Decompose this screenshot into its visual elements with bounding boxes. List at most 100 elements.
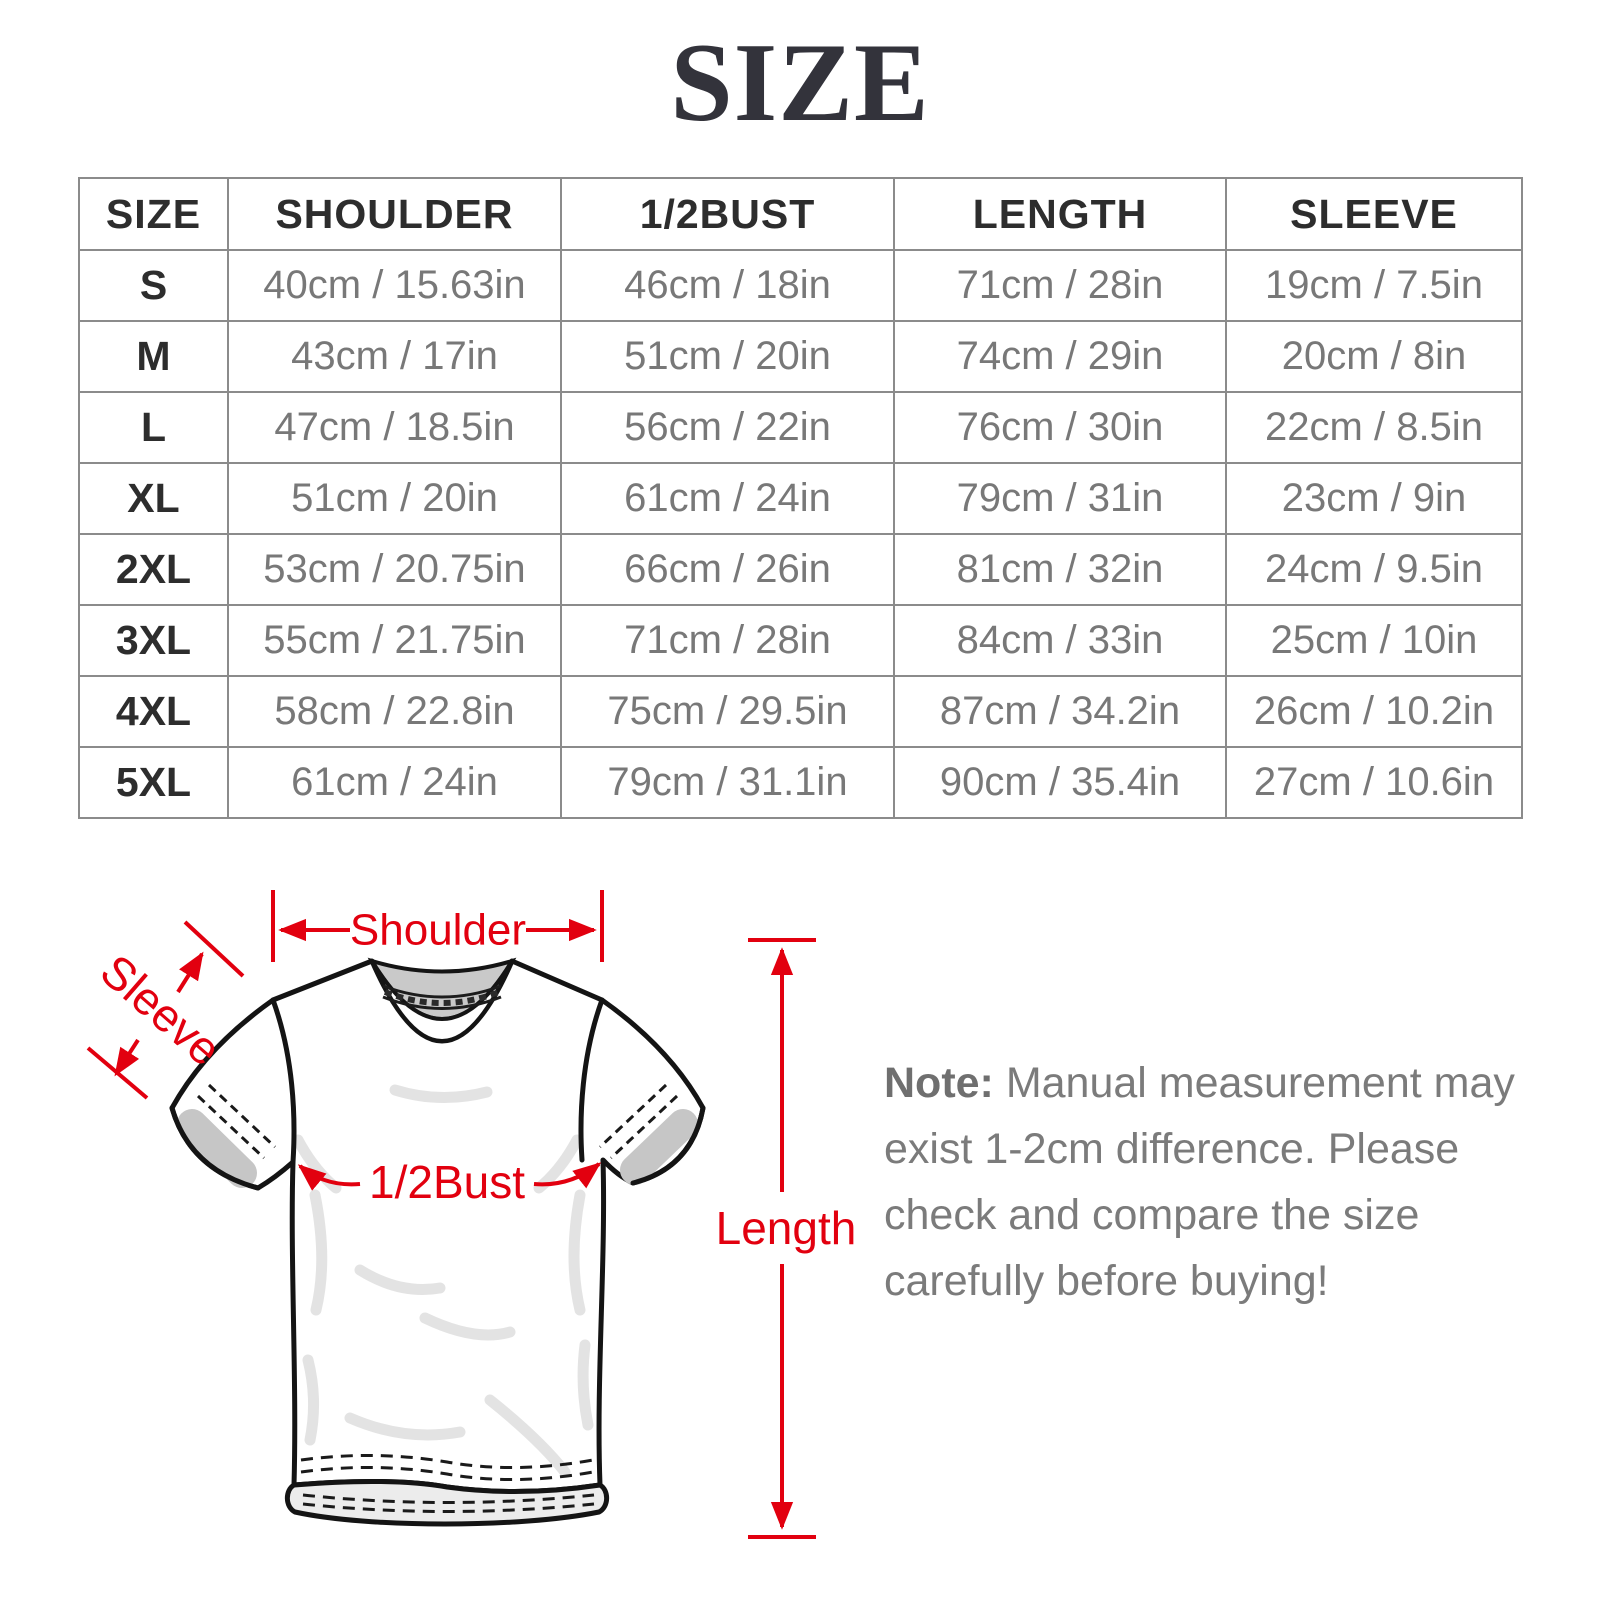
right-cuff-edge <box>630 1105 706 1186</box>
fabric-wrinkle <box>568 1189 586 1316</box>
column-header-half-bust: 1/2BUST <box>560 177 895 251</box>
cell-half-bust: 51cm / 20in <box>560 320 895 393</box>
cell-length: 71cm / 28in <box>893 249 1227 322</box>
note-line: check and compare the size <box>884 1191 1420 1239</box>
cell-length: 84cm / 33in <box>893 604 1227 677</box>
column-header-sleeve: SLEEVE <box>1225 177 1523 251</box>
cell-sleeve: 25cm / 10in <box>1225 604 1523 677</box>
collar-braid-edge <box>382 984 502 999</box>
cell-size: 4XL <box>78 675 229 748</box>
fabric-wrinkle <box>389 1084 493 1103</box>
cell-size: 5XL <box>78 746 229 819</box>
cell-half-bust: 46cm / 18in <box>560 249 895 322</box>
armhole-seam <box>578 997 605 1163</box>
fabric-wrinkle <box>344 1412 466 1441</box>
note-line: Note: Manual measurement may <box>884 1050 1544 1116</box>
column-header-shoulder: SHOULDER <box>227 177 562 251</box>
cell-half-bust: 56cm / 22in <box>560 391 895 464</box>
fabric-wrinkle <box>419 1312 516 1341</box>
sleeve-label: Sleeve <box>91 944 231 1076</box>
half-bust-label: 1/2Bust <box>369 1156 525 1208</box>
cell-sleeve: 24cm / 9.5in <box>1225 533 1523 606</box>
cell-size: M <box>78 320 229 393</box>
right-cuff-stitch <box>598 1083 668 1149</box>
fabric-wrinkle <box>302 1354 320 1446</box>
cell-half-bust: 71cm / 28in <box>560 604 895 677</box>
note-line: exist 1-2cm difference. Please <box>884 1125 1460 1173</box>
size-table: SIZE SHOULDER 1/2BUST LENGTH SLEEVE S 40… <box>78 177 1523 819</box>
hem-band-stitch <box>302 1502 595 1513</box>
fabric-wrinkle <box>354 1264 446 1296</box>
cell-shoulder: 55cm / 21.75in <box>227 604 562 677</box>
collar-band <box>370 959 514 1043</box>
table-row: L 47cm / 18.5in 56cm / 22in 76cm / 30in … <box>78 391 1523 464</box>
right-cuff-stitch <box>609 1094 679 1160</box>
cell-shoulder: 58cm / 22.8in <box>227 675 562 748</box>
cell-sleeve: 22cm / 8.5in <box>1225 391 1523 464</box>
shoulder-measure: Shoulder <box>271 890 604 962</box>
table-header-row: SIZE SHOULDER 1/2BUST LENGTH SLEEVE <box>78 177 1523 251</box>
cell-sleeve: 27cm / 10.6in <box>1225 746 1523 819</box>
cell-half-bust: 66cm / 26in <box>560 533 895 606</box>
cell-shoulder: 51cm / 20in <box>227 462 562 535</box>
cell-length: 74cm / 29in <box>893 320 1227 393</box>
armhole-seam <box>270 997 297 1165</box>
left-cuff-stitch <box>207 1083 277 1149</box>
left-cuff-edge <box>169 1105 261 1191</box>
table-row: 5XL 61cm / 24in 79cm / 31.1in 90cm / 35.… <box>78 746 1523 819</box>
half-bust-measure: 1/2Bust <box>297 1156 602 1208</box>
column-header-size: SIZE <box>78 177 229 251</box>
sleeve-tick-top <box>183 920 245 978</box>
table-row: M 43cm / 17in 51cm / 20in 74cm / 29in 20… <box>78 320 1523 393</box>
cell-length: 90cm / 35.4in <box>893 746 1227 819</box>
left-cuff-stitch <box>196 1094 266 1160</box>
cell-shoulder: 47cm / 18.5in <box>227 391 562 464</box>
length-label: Length <box>716 1202 857 1254</box>
cell-length: 76cm / 30in <box>893 391 1227 464</box>
table-row: 4XL 58cm / 22.8in 75cm / 29.5in 87cm / 3… <box>78 675 1523 748</box>
collar-braid-edge <box>382 995 502 1010</box>
hem-stitch <box>300 1453 594 1470</box>
half-bust-arrow-left <box>297 1164 361 1191</box>
table-row: 2XL 53cm / 20.75in 66cm / 26in 81cm / 32… <box>78 533 1523 606</box>
note-text: Manual measurement may <box>993 1059 1515 1107</box>
collar-braid-stitch <box>383 989 501 1006</box>
cell-size: 2XL <box>78 533 229 606</box>
cell-length: 81cm / 32in <box>893 533 1227 606</box>
cell-half-bust: 61cm / 24in <box>560 462 895 535</box>
cell-shoulder: 40cm / 15.63in <box>227 249 562 322</box>
table-row: S 40cm / 15.63in 46cm / 18in 71cm / 28in… <box>78 249 1523 322</box>
sleeve-tick-bottom <box>86 1046 149 1100</box>
cell-size: L <box>78 391 229 464</box>
sleeve-arrow-top <box>176 951 204 994</box>
cell-half-bust: 79cm / 31.1in <box>560 746 895 819</box>
left-cuff-opening <box>177 1109 257 1188</box>
fabric-wrinkle <box>484 1394 571 1478</box>
cell-half-bust: 75cm / 29.5in <box>560 675 895 748</box>
sleeve-arrow-bottom <box>114 1038 140 1077</box>
cell-sleeve: 19cm / 7.5in <box>1225 249 1523 322</box>
measurement-note: Note: Manual measurement may exist 1-2cm… <box>884 1050 1544 1314</box>
right-cuff-opening <box>620 1109 698 1185</box>
cell-shoulder: 61cm / 24in <box>227 746 562 819</box>
cell-sleeve: 23cm / 9in <box>1225 462 1523 535</box>
page-title: SIZE <box>670 21 930 145</box>
column-header-length: LENGTH <box>893 177 1227 251</box>
cell-size: XL <box>78 462 229 535</box>
table-row: 3XL 55cm / 21.75in 71cm / 28in 84cm / 33… <box>78 604 1523 677</box>
note-line: carefully before buying! <box>884 1257 1329 1305</box>
table-row: XL 51cm / 20in 61cm / 24in 79cm / 31in 2… <box>78 462 1523 535</box>
tshirt-measurement-diagram: Shoulder Sleeve 1/2Bust Length <box>86 890 857 1539</box>
fabric-wrinkle <box>309 1189 328 1316</box>
cell-sleeve: 26cm / 10.2in <box>1225 675 1523 748</box>
cell-length: 87cm / 34.2in <box>893 675 1227 748</box>
half-bust-arrow-right <box>533 1162 602 1189</box>
cell-sleeve: 20cm / 8in <box>1225 320 1523 393</box>
cell-size: S <box>78 249 229 322</box>
length-measure: Length <box>716 938 857 1539</box>
cell-length: 79cm / 31in <box>893 462 1227 535</box>
fabric-wrinkle <box>577 1339 594 1431</box>
cell-shoulder: 53cm / 20.75in <box>227 533 562 606</box>
note-label: Note: <box>884 1059 994 1107</box>
hem-band-stitch <box>302 1493 595 1504</box>
